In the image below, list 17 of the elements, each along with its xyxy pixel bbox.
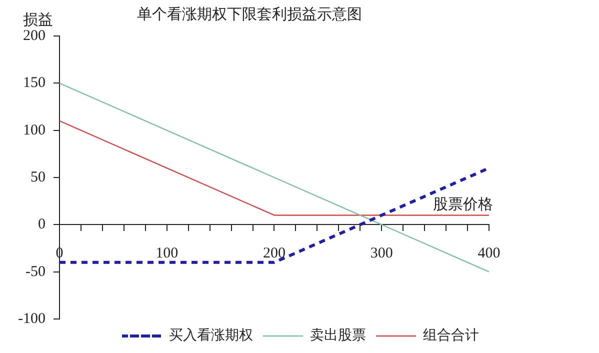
y-tick-label: 50 xyxy=(30,169,46,186)
x-tick-label: 300 xyxy=(370,246,393,262)
y-tick-label: 150 xyxy=(22,75,46,92)
legend-label: 买入看涨期权 xyxy=(169,328,253,344)
y-tick-label: 0 xyxy=(38,216,46,233)
y-tick-label: -100 xyxy=(18,310,46,327)
x-tick-label: 400 xyxy=(478,246,500,262)
x-tick-label: 200 xyxy=(263,246,286,262)
chart-title: 单个看涨期权下限套利损益示意图 xyxy=(137,6,362,23)
legend-label: 组合合计 xyxy=(423,328,479,344)
y-tick-label: -50 xyxy=(25,264,46,280)
y-tick-label: 100 xyxy=(22,122,46,138)
legend-label: 卖出股票 xyxy=(310,328,366,344)
y-axis-title: 损益 xyxy=(23,11,53,28)
x-tick-label: 100 xyxy=(156,246,178,262)
x-axis-title: 股票价格 xyxy=(433,196,493,214)
y-tick-label: 200 xyxy=(22,28,46,44)
